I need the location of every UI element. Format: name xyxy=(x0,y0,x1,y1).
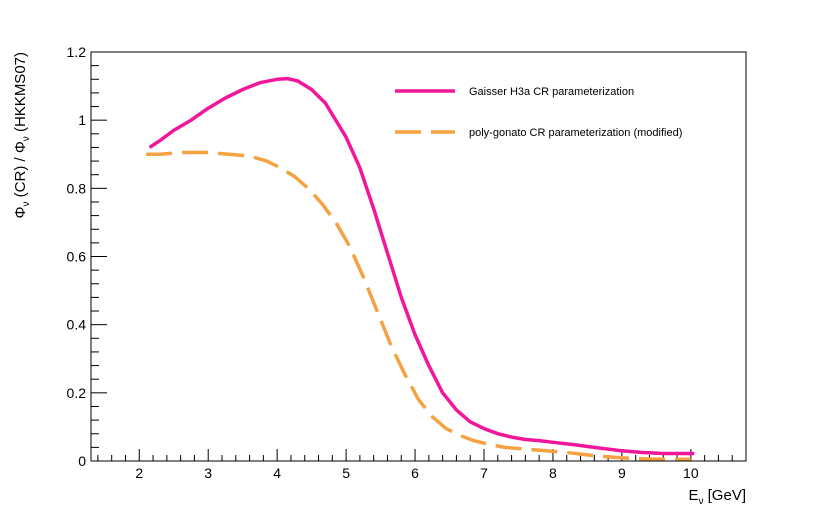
y-tick-label: 1.2 xyxy=(67,44,87,60)
y-tick-label: 0.4 xyxy=(67,317,87,333)
y-tick-label: 0 xyxy=(78,453,86,469)
legend: Gaisser H3a CR parameterization poly-gon… xyxy=(395,86,682,139)
x-tick-label: 3 xyxy=(204,465,212,481)
y-tick-label: 0.8 xyxy=(67,180,87,196)
x-tick-label: 5 xyxy=(342,465,350,481)
series-layer xyxy=(146,76,695,462)
y-tick-label: 0.2 xyxy=(67,385,87,401)
x-tick-label: 9 xyxy=(618,465,626,481)
x-tick-label: 7 xyxy=(480,465,488,481)
x-tick-label: 8 xyxy=(549,465,557,481)
series-line-polygonato xyxy=(146,150,691,462)
y-tick-label: 0.6 xyxy=(67,249,87,265)
y-axis-label: Φν (CR) / Φν (HKKMS07) xyxy=(12,52,32,218)
x-tick-labels: 2 3 4 5 6 7 8 9 10 xyxy=(135,465,698,481)
legend-label-polygonato: poly-gonato CR parameterization (modifie… xyxy=(469,127,682,139)
x-tick-label: 4 xyxy=(273,465,281,481)
y-tick-labels: 0 0.2 0.4 0.6 0.8 1 1.2 xyxy=(67,44,87,469)
x-tick-label: 6 xyxy=(411,465,419,481)
series-line-gaisser xyxy=(148,76,695,456)
plot-frame xyxy=(90,51,747,462)
y-tick-label: 1 xyxy=(78,112,86,128)
x-axis-label: Eν [GeV] xyxy=(688,487,746,507)
x-tick-label: 10 xyxy=(683,465,699,481)
legend-label-gaisser: Gaisser H3a CR parameterization xyxy=(469,86,634,98)
x-tick-label: 2 xyxy=(135,465,143,481)
